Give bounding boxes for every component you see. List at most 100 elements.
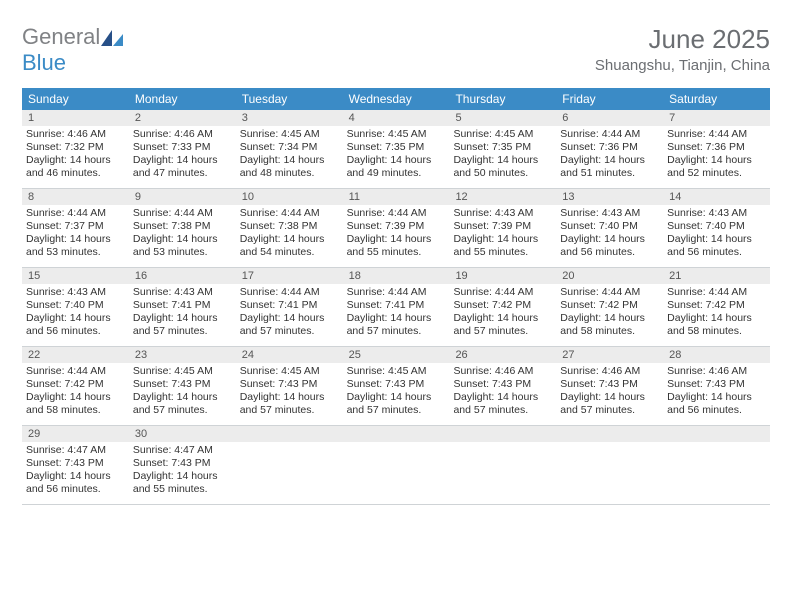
calendar-day-cell: [449, 426, 556, 504]
weekday-header-row: Sunday Monday Tuesday Wednesday Thursday…: [22, 88, 770, 110]
day-number: [556, 426, 663, 442]
calendar-day-cell: 10Sunrise: 4:44 AMSunset: 7:38 PMDayligh…: [236, 189, 343, 267]
day-number: 21: [663, 268, 770, 284]
daylight-line: Daylight: 14 hours and 51 minutes.: [560, 154, 659, 180]
daylight-line: Daylight: 14 hours and 58 minutes.: [667, 312, 766, 338]
daylight-line: Daylight: 14 hours and 56 minutes.: [560, 233, 659, 259]
calendar-week-row: 1Sunrise: 4:46 AMSunset: 7:32 PMDaylight…: [22, 110, 770, 189]
day-number: 9: [129, 189, 236, 205]
sunset-line: Sunset: 7:40 PM: [667, 220, 766, 233]
calendar-day-cell: 30Sunrise: 4:47 AMSunset: 7:43 PMDayligh…: [129, 426, 236, 504]
sunset-line: Sunset: 7:33 PM: [133, 141, 232, 154]
sunset-line: Sunset: 7:39 PM: [453, 220, 552, 233]
sunrise-line: Sunrise: 4:46 AM: [133, 128, 232, 141]
sunset-line: Sunset: 7:43 PM: [347, 378, 446, 391]
daylight-line: Daylight: 14 hours and 58 minutes.: [26, 391, 125, 417]
day-number: 4: [343, 110, 450, 126]
day-number: 25: [343, 347, 450, 363]
calendar-day-cell: [556, 426, 663, 504]
sunset-line: Sunset: 7:36 PM: [560, 141, 659, 154]
day-number: 13: [556, 189, 663, 205]
sunset-line: Sunset: 7:41 PM: [347, 299, 446, 312]
daylight-line: Daylight: 14 hours and 47 minutes.: [133, 154, 232, 180]
daylight-line: Daylight: 14 hours and 54 minutes.: [240, 233, 339, 259]
day-number: [449, 426, 556, 442]
sunrise-line: Sunrise: 4:43 AM: [667, 207, 766, 220]
sunset-line: Sunset: 7:34 PM: [240, 141, 339, 154]
location-subtitle: Shuangshu, Tianjin, China: [595, 57, 770, 74]
sunset-line: Sunset: 7:42 PM: [560, 299, 659, 312]
day-number: 19: [449, 268, 556, 284]
daylight-line: Daylight: 14 hours and 56 minutes.: [667, 233, 766, 259]
daylight-line: Daylight: 14 hours and 56 minutes.: [26, 312, 125, 338]
calendar-day-cell: 28Sunrise: 4:46 AMSunset: 7:43 PMDayligh…: [663, 347, 770, 425]
sunrise-line: Sunrise: 4:44 AM: [667, 128, 766, 141]
calendar-day-cell: 9Sunrise: 4:44 AMSunset: 7:38 PMDaylight…: [129, 189, 236, 267]
day-number: 26: [449, 347, 556, 363]
daylight-line: Daylight: 14 hours and 57 minutes.: [347, 312, 446, 338]
calendar-day-cell: 19Sunrise: 4:44 AMSunset: 7:42 PMDayligh…: [449, 268, 556, 346]
sunset-line: Sunset: 7:37 PM: [26, 220, 125, 233]
sunrise-line: Sunrise: 4:47 AM: [133, 444, 232, 457]
calendar-day-cell: 18Sunrise: 4:44 AMSunset: 7:41 PMDayligh…: [343, 268, 450, 346]
sunrise-line: Sunrise: 4:47 AM: [26, 444, 125, 457]
sunrise-line: Sunrise: 4:45 AM: [240, 128, 339, 141]
sunrise-line: Sunrise: 4:45 AM: [453, 128, 552, 141]
sunset-line: Sunset: 7:32 PM: [26, 141, 125, 154]
calendar-day-cell: 21Sunrise: 4:44 AMSunset: 7:42 PMDayligh…: [663, 268, 770, 346]
day-number: 12: [449, 189, 556, 205]
calendar-body: 1Sunrise: 4:46 AMSunset: 7:32 PMDaylight…: [22, 110, 770, 505]
day-number: 3: [236, 110, 343, 126]
sunset-line: Sunset: 7:43 PM: [453, 378, 552, 391]
calendar-day-cell: 20Sunrise: 4:44 AMSunset: 7:42 PMDayligh…: [556, 268, 663, 346]
logo-text: General Blue: [22, 24, 121, 76]
sunrise-line: Sunrise: 4:45 AM: [240, 365, 339, 378]
daylight-line: Daylight: 14 hours and 58 minutes.: [560, 312, 659, 338]
day-number: 10: [236, 189, 343, 205]
sunset-line: Sunset: 7:43 PM: [26, 457, 125, 470]
day-number: 7: [663, 110, 770, 126]
weekday-header: Monday: [129, 88, 236, 110]
sunrise-line: Sunrise: 4:46 AM: [453, 365, 552, 378]
sunrise-line: Sunrise: 4:44 AM: [453, 286, 552, 299]
daylight-line: Daylight: 14 hours and 49 minutes.: [347, 154, 446, 180]
sunset-line: Sunset: 7:40 PM: [560, 220, 659, 233]
calendar-day-cell: 23Sunrise: 4:45 AMSunset: 7:43 PMDayligh…: [129, 347, 236, 425]
sunset-line: Sunset: 7:41 PM: [240, 299, 339, 312]
sunset-line: Sunset: 7:43 PM: [667, 378, 766, 391]
sunset-line: Sunset: 7:41 PM: [133, 299, 232, 312]
calendar: Sunday Monday Tuesday Wednesday Thursday…: [22, 88, 770, 505]
sunset-line: Sunset: 7:36 PM: [667, 141, 766, 154]
calendar-day-cell: 12Sunrise: 4:43 AMSunset: 7:39 PMDayligh…: [449, 189, 556, 267]
daylight-line: Daylight: 14 hours and 57 minutes.: [560, 391, 659, 417]
sunrise-line: Sunrise: 4:44 AM: [560, 128, 659, 141]
daylight-line: Daylight: 14 hours and 56 minutes.: [667, 391, 766, 417]
sunset-line: Sunset: 7:43 PM: [560, 378, 659, 391]
sunrise-line: Sunrise: 4:44 AM: [133, 207, 232, 220]
weekday-header: Wednesday: [343, 88, 450, 110]
calendar-day-cell: 26Sunrise: 4:46 AMSunset: 7:43 PMDayligh…: [449, 347, 556, 425]
day-number: [663, 426, 770, 442]
calendar-day-cell: 11Sunrise: 4:44 AMSunset: 7:39 PMDayligh…: [343, 189, 450, 267]
day-number: 29: [22, 426, 129, 442]
calendar-week-row: 22Sunrise: 4:44 AMSunset: 7:42 PMDayligh…: [22, 347, 770, 426]
weekday-header: Thursday: [449, 88, 556, 110]
page-header: General Blue June 2025 Shuangshu, Tianji…: [22, 24, 770, 76]
daylight-line: Daylight: 14 hours and 55 minutes.: [347, 233, 446, 259]
calendar-week-row: 8Sunrise: 4:44 AMSunset: 7:37 PMDaylight…: [22, 189, 770, 268]
calendar-day-cell: 24Sunrise: 4:45 AMSunset: 7:43 PMDayligh…: [236, 347, 343, 425]
day-number: 17: [236, 268, 343, 284]
sunrise-line: Sunrise: 4:44 AM: [26, 207, 125, 220]
sunrise-line: Sunrise: 4:44 AM: [347, 286, 446, 299]
sunrise-line: Sunrise: 4:44 AM: [26, 365, 125, 378]
daylight-line: Daylight: 14 hours and 48 minutes.: [240, 154, 339, 180]
day-number: 20: [556, 268, 663, 284]
daylight-line: Daylight: 14 hours and 52 minutes.: [667, 154, 766, 180]
daylight-line: Daylight: 14 hours and 55 minutes.: [453, 233, 552, 259]
sunset-line: Sunset: 7:43 PM: [240, 378, 339, 391]
calendar-day-cell: 4Sunrise: 4:45 AMSunset: 7:35 PMDaylight…: [343, 110, 450, 188]
day-number: 23: [129, 347, 236, 363]
calendar-day-cell: [236, 426, 343, 504]
daylight-line: Daylight: 14 hours and 53 minutes.: [133, 233, 232, 259]
daylight-line: Daylight: 14 hours and 57 minutes.: [133, 391, 232, 417]
